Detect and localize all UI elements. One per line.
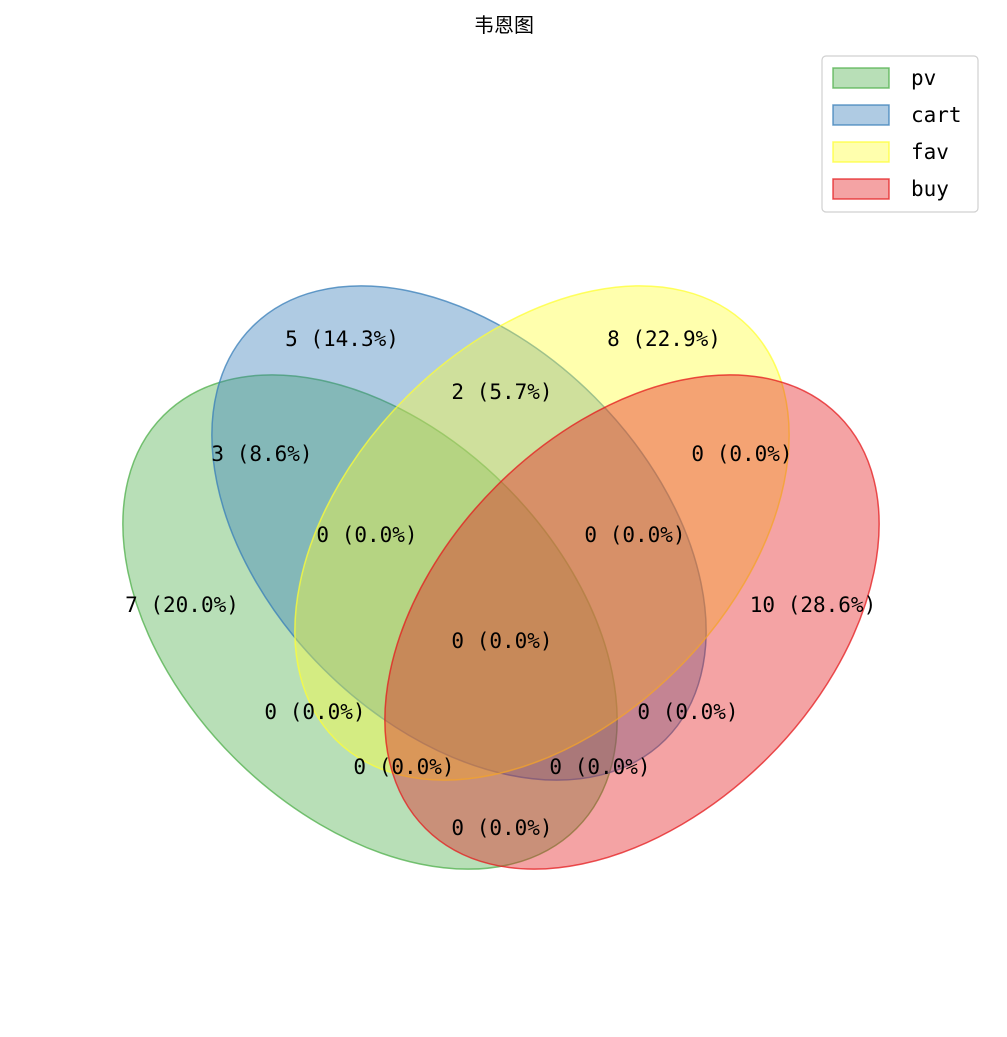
region-label-cart: 5 (14.3%) xyxy=(285,327,399,351)
region-labels: 5 (14.3%) 8 (22.9%) 2 (5.7%) 3 (8.6%) 0 (0.0… xyxy=(125,327,876,840)
region-label-fav-buy: 0 (0.0%) xyxy=(691,442,792,466)
set-ellipse-buy xyxy=(384,374,880,870)
legend-label-cart: cart xyxy=(911,103,962,127)
legend-label-buy: buy xyxy=(911,177,949,201)
region-label-pv-buy: 0 (0.0%) xyxy=(451,816,552,840)
set-ellipse-cart xyxy=(211,285,707,781)
set-ellipse-pv xyxy=(122,374,618,870)
legend-swatch-fav xyxy=(832,141,890,163)
region-label-cart-buy: 0 (0.0%) xyxy=(637,700,738,724)
region-label-pv-cart-fav: 0 (0.0%) xyxy=(316,523,417,547)
region-label-fav: 8 (22.9%) xyxy=(607,327,721,351)
legend-label-pv: pv xyxy=(911,66,936,90)
legend-frame xyxy=(821,55,979,213)
region-label-pv-cart-fav-buy: 0 (0.0%) xyxy=(451,629,552,653)
set-ellipse-fav xyxy=(294,285,790,781)
region-label-cart-fav-buy: 0 (0.0%) xyxy=(584,523,685,547)
set-ellipses xyxy=(122,285,880,870)
legend-swatch-cart xyxy=(832,104,890,126)
region-label-buy: 10 (28.6%) xyxy=(750,593,876,617)
legend: pv cart fav buy xyxy=(821,55,979,213)
region-label-pv-fav: 0 (0.0%) xyxy=(264,700,365,724)
legend-label-fav: fav xyxy=(911,140,949,164)
region-label-pv: 7 (20.0%) xyxy=(125,593,239,617)
legend-swatch-pv xyxy=(832,67,890,89)
region-label-pv-fav-buy: 0 (0.0%) xyxy=(353,755,454,779)
chart-title: 韦恩图 xyxy=(474,13,534,37)
region-label-pv-cart: 3 (8.6%) xyxy=(211,442,312,466)
legend-swatch-buy xyxy=(832,178,890,200)
region-label-cart-fav: 2 (5.7%) xyxy=(451,380,552,404)
region-label-pv-cart-buy: 0 (0.0%) xyxy=(549,755,650,779)
